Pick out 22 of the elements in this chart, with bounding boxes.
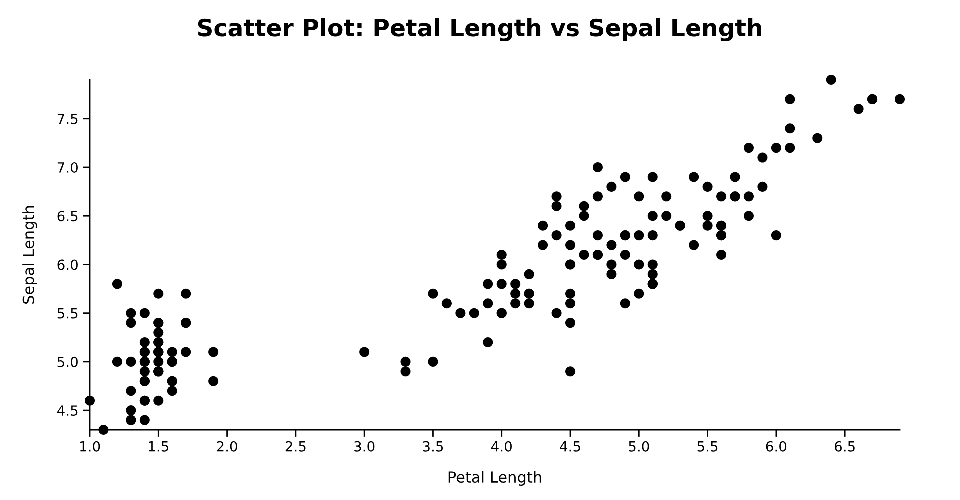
- x-tick-label: 4.0: [492, 441, 512, 452]
- x-tick-label: 4.5: [560, 442, 580, 452]
- y-tick-label: 5.5: [58, 308, 78, 319]
- y-tick-label: 6.5: [58, 211, 78, 222]
- x-tick-label: 3.0: [354, 441, 375, 452]
- x-tick-label: 5.0: [629, 441, 650, 452]
- x-tick-label: 1.5: [149, 442, 168, 452]
- x-tick-label: 3.5: [423, 441, 444, 452]
- x-tick-label: 1.0: [80, 441, 100, 452]
- x-tick-label: 6.5: [835, 441, 855, 452]
- y-tick-label: 5.0: [58, 356, 78, 368]
- x-axis-title: Petal Length: [448, 471, 542, 486]
- x-tick-label: 5.5: [698, 442, 718, 452]
- chart-title: Scatter Plot: Petal Length vs Sepal Length: [198, 18, 762, 42]
- x-tick-label: 6.0: [766, 441, 787, 452]
- y-tick-label: 6.0: [58, 260, 78, 270]
- y-tick-label: 4.5: [57, 406, 78, 416]
- y-tick-label: 7.5: [58, 114, 78, 124]
- x-tick-label: 2.0: [217, 441, 238, 452]
- x-tick-label: 2.5: [286, 441, 306, 452]
- y-axis-title: Sepal Length: [22, 206, 38, 304]
- y-tick-label: 7.0: [58, 162, 78, 173]
